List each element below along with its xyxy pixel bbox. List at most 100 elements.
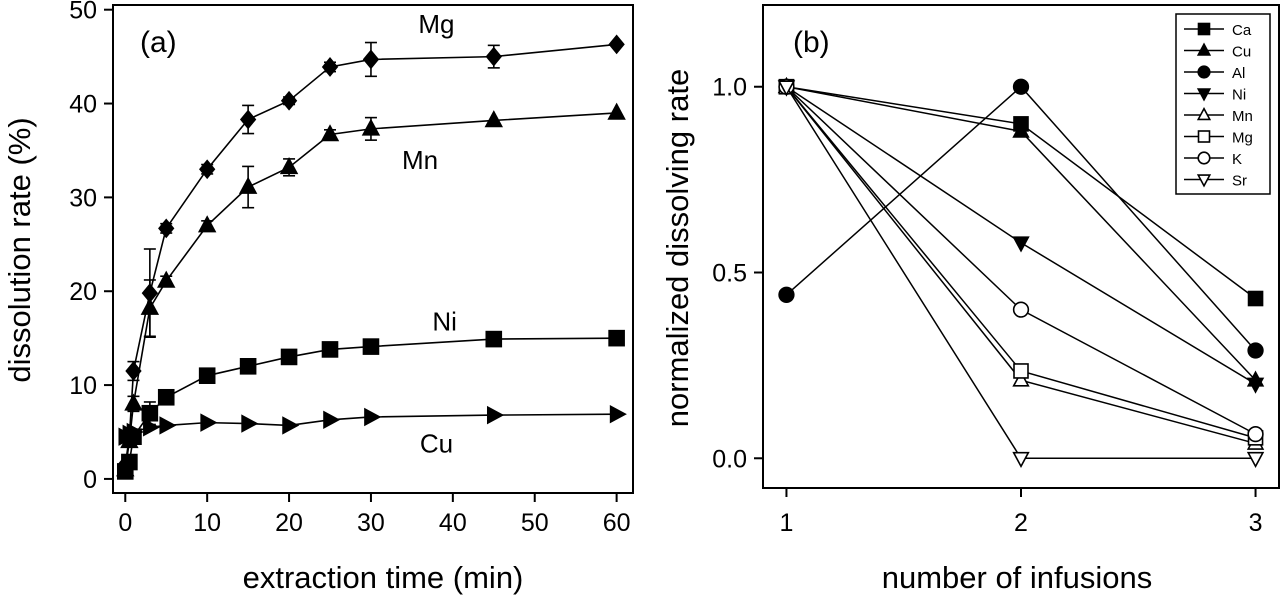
data-point [126, 422, 144, 442]
data-point [485, 330, 503, 348]
data-point [778, 286, 795, 303]
x-tick-label: 0 [118, 509, 132, 537]
data-point [321, 57, 339, 77]
legend-label: Mg [1232, 130, 1253, 147]
data-point [124, 393, 143, 411]
x-tick-label: 30 [357, 509, 385, 537]
x-tick-label: 2 [1014, 509, 1028, 537]
data-point [1247, 425, 1264, 443]
x-tick-label: 1 [780, 509, 794, 537]
data-point [158, 218, 175, 239]
x-tick-label: 40 [439, 509, 467, 537]
data-point [279, 157, 299, 175]
legend-item-al: Al [1184, 65, 1245, 82]
legend-box [1175, 13, 1271, 195]
data-point [200, 413, 218, 432]
legend-marker [1196, 88, 1212, 102]
data-point [282, 416, 300, 435]
legend-label: Ca [1232, 22, 1252, 39]
data-point [143, 418, 161, 437]
series-line [124, 43, 617, 465]
data-point [484, 110, 504, 128]
data-point [323, 410, 341, 430]
y-tick-label: 40 [69, 91, 97, 119]
data-point [280, 90, 298, 111]
data-point [1246, 377, 1265, 394]
data-point [1247, 342, 1264, 359]
x-tick-label: 10 [193, 509, 221, 537]
panel-b-axes: 1 2 3 0.0 0.5 1.0 [712, 74, 1262, 537]
legend-marker [1197, 130, 1211, 143]
y-tick-label: 50 [69, 0, 97, 25]
x-tick-label: 50 [521, 509, 549, 537]
data-point [364, 407, 382, 427]
data-point [241, 414, 259, 433]
data-point [362, 49, 380, 70]
data-point [280, 348, 298, 366]
data-point [1012, 451, 1030, 469]
series-annotation: Mg [418, 9, 454, 39]
legend-item-mn: Mn [1184, 106, 1253, 125]
legend-label: Mn [1232, 108, 1253, 125]
data-point [361, 118, 381, 136]
panel-a-label: (a) [140, 26, 177, 59]
legend-item-mg: Mg [1184, 130, 1253, 147]
legend-marker [1197, 65, 1211, 79]
data-point [197, 215, 217, 233]
data-point [777, 80, 796, 97]
data-point [1012, 121, 1030, 138]
y-tick-label: 0 [83, 466, 97, 494]
series-cu [118, 404, 627, 446]
data-point [1012, 236, 1030, 253]
x-tick-label: 60 [603, 509, 631, 537]
series-mg [117, 34, 625, 475]
data-point [1246, 451, 1265, 469]
data-point [1012, 370, 1030, 387]
legend-item-ni: Ni [1184, 87, 1246, 104]
data-point [199, 159, 216, 180]
data-point [485, 46, 502, 67]
data-point [125, 361, 142, 381]
legend-marker [1196, 42, 1212, 56]
panel-b-legend: Ca Cu Al Ni Mn Mg K Sr [1175, 13, 1271, 195]
data-point [1013, 363, 1029, 379]
legend-item-cu: Cu [1184, 42, 1251, 61]
panel-b-label: (b) [793, 26, 830, 59]
data-point [121, 453, 138, 471]
panel-a-dissolution-chart: 0 10 20 30 40 50 60 0 10 20 30 40 50 Mg Mn Ni Cu (a) ex… [2, 0, 634, 595]
legend-item-ca: Ca [1184, 22, 1252, 39]
legend-label: Al [1232, 65, 1245, 82]
y-tick-label: 0.0 [712, 445, 747, 473]
data-point [362, 338, 380, 355]
data-point [157, 270, 176, 288]
panel-a-axes: 0 10 20 30 40 50 60 0 10 20 30 40 50 [69, 0, 630, 537]
legend-marker [1196, 106, 1212, 121]
legend-label: Cu [1232, 44, 1251, 61]
y-tick-label: 30 [69, 184, 97, 212]
panel-a-annotations: Mg Mn Ni Cu [402, 9, 457, 458]
panel-b-normalized-chart: 1 2 3 0.0 0.5 1.0 Ca Cu Al Ni Mn Mg K Sr (b) number … [660, 4, 1280, 595]
data-point [1012, 301, 1030, 318]
series-annotation: Ni [432, 306, 457, 336]
data-point [159, 416, 177, 435]
data-point [140, 297, 160, 315]
legend-label: K [1232, 151, 1242, 168]
data-point [141, 404, 159, 422]
y-tick-label: 1.0 [712, 74, 747, 102]
data-point [608, 34, 625, 55]
data-point [157, 388, 175, 406]
data-point [1247, 290, 1264, 307]
panel-a-y-axis-title: dissolution rate (%) [2, 117, 37, 382]
data-point [321, 341, 339, 358]
panel-b-series [777, 77, 1265, 469]
y-tick-label: 20 [69, 278, 97, 306]
series-al [778, 78, 1264, 359]
legend-item-sr: Sr [1184, 173, 1247, 190]
x-tick-label: 20 [275, 509, 303, 537]
y-tick-label: 0.5 [712, 260, 747, 288]
y-tick-label: 10 [69, 372, 97, 400]
legend-marker [1197, 22, 1211, 36]
legend-label: Sr [1232, 173, 1247, 190]
panel-a-x-axis-title: extraction time (min) [243, 560, 524, 595]
panel-a-frame [112, 4, 634, 494]
